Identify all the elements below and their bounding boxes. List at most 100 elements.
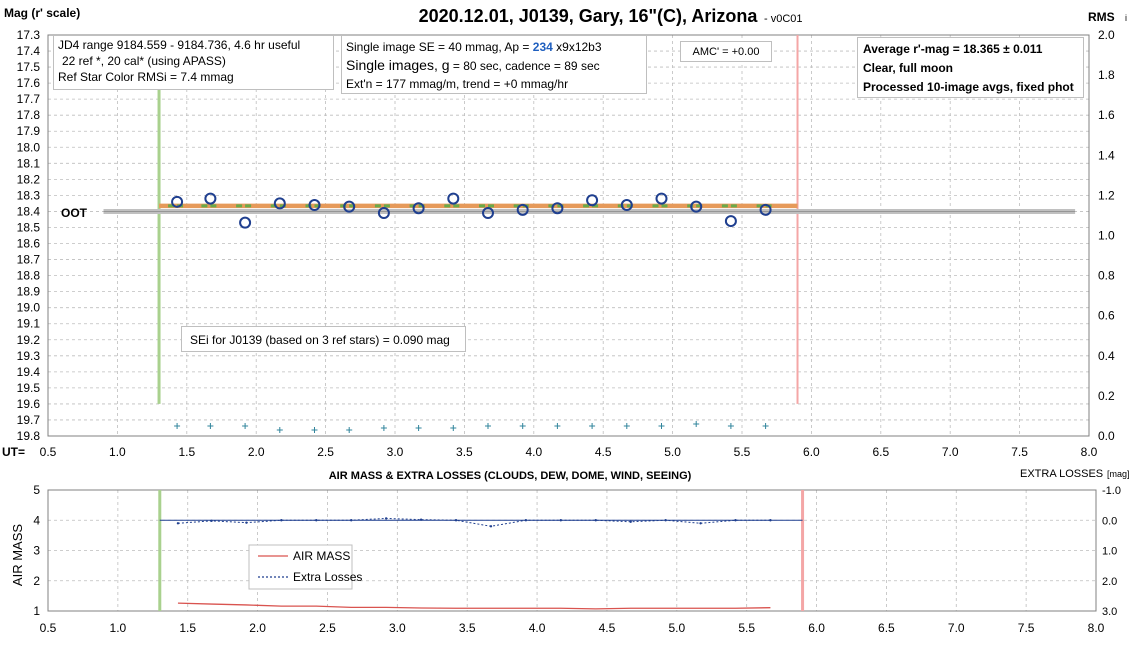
top-x-tick-label: 1.5 [178,445,195,459]
info-box-range: JD4 range 9184.559 - 9184.736, 4.6 hr us… [53,35,334,90]
bottom-y-left-label: AIR MASS [10,524,25,586]
top-chart-title: 2020.12.01, J0139, Gary, 16"(C), Arizona [419,6,759,26]
amc-value: AMC' = +0.00 [692,46,760,58]
bottom-x-tick-label: 1.5 [179,621,196,635]
bottom-x-tick-label: 6.5 [878,621,895,635]
average-mag-line: Average r'-mag = 18.365 ± 0.011 [863,40,1078,59]
bottom-y2-tick-label: 2.0 [1102,576,1117,588]
top-y2-tick-label: 0.4 [1098,349,1115,363]
top-x-tick-label: 2.0 [248,445,265,459]
amc-box: AMC' = +0.00 [680,41,772,62]
extra-losses-point [454,519,458,522]
bottom-y2-tick-label: 0.0 [1102,515,1117,527]
extra-losses-point [594,519,597,522]
legend-box [248,544,353,590]
top-x-tick-label: 3.5 [456,445,473,459]
rms-point [311,426,318,433]
data-point-mag [412,202,425,215]
sei-text: SEi for J0139 (based on 3 ref stars) = 0… [190,333,450,347]
gain-symbol: g [441,57,450,73]
extra-losses-point [176,522,180,525]
bottom-x-tick-label: 2.5 [319,621,336,635]
rms-point [727,422,734,429]
info-ref-line: 22 ref *, 20 cal* (using APASS) [62,54,226,68]
bottom-y2-tick-label: 3.0 [1102,606,1117,618]
top-y-tick-label: 18.0 [17,140,41,154]
top-y-tick-label: 19.4 [17,365,41,379]
rms-point [658,422,665,429]
top-y-tick-label: 19.0 [17,301,41,315]
average-mag-error: ± 0.011 [1003,42,1043,56]
rms-point [554,422,561,429]
top-y-tick-label: 19.7 [17,413,41,427]
bottom-chart-axes: 0.5 1.0 1.5 2.0 2.5 3.0 3.5 4.0 4.5 5.0 5.5 6.0 6.5 7… [33,483,1121,635]
top-y-tick-label: 18.7 [17,253,41,267]
top-y-tick-label: 19.8 [17,429,41,443]
bottom-y-tick-label: 2 [33,574,40,588]
extra-losses-point [524,519,528,522]
top-y-tick-label: 18.8 [17,269,41,283]
rms-point [207,422,214,429]
top-y-tick-label: 18.2 [17,172,41,186]
x-axis-prefix: UT= [2,445,25,459]
top-x-tick-label: 7.5 [1011,445,1028,459]
bottom-x-tick-label: 7.0 [948,621,965,635]
bottom-y-tick-label: 5 [33,483,40,497]
top-y-tick-label: 19.5 [17,381,41,395]
top-y-tick-label: 18.5 [17,220,41,234]
summary-box: Average r'-mag = 18.365 ± 0.011 Clear, f… [857,37,1084,98]
data-point-mag [690,200,703,213]
top-x-tick-label: 3.0 [387,445,404,459]
top-x-tick-label: 8.0 [1081,445,1098,459]
info-color-rms-line: Ref Star Color RMSi = 7.4 mmag [58,70,234,84]
top-y2-tick-label: 1.6 [1098,108,1115,122]
top-y-tick-label: 19.6 [17,397,41,411]
bottom-y2-tick-label: -1.0 [1102,485,1121,497]
top-x-tick-label: 0.5 [40,445,57,459]
top-y2-tick-label: 0.8 [1098,269,1115,283]
conditions-line: Clear, full moon [863,61,954,75]
extra-losses-point [734,519,737,522]
data-point-mag [759,203,772,216]
data-point-mag [481,207,494,220]
processing-line: Processed 10-image avgs, fixed phot [863,80,1074,94]
data-point-mag [273,197,286,210]
extra-losses-point [245,521,248,524]
single-images-line: Single images, g = 80 sec, cadence = 89 … [346,56,642,75]
data-point-mag [551,202,564,215]
oot-label: OOT [61,206,88,220]
top-y-tick-label: 18.1 [17,156,41,170]
rms-point [484,422,491,429]
bottom-x-tick-label: 3.0 [389,621,406,635]
single-image-se-line: Single image SE = 40 mmag, Ap = 234 x9x1… [346,38,642,56]
y-right-axis-label: RMS [1088,10,1115,24]
bottom-y-right-label: EXTRA LOSSES [1020,468,1103,480]
extra-losses-point [384,517,388,520]
rms-point [380,424,387,431]
bottom-x-tick-label: 4.0 [529,621,546,635]
bottom-x-tick-label: 5.5 [738,621,755,635]
rms-point [242,422,249,429]
bottom-x-tick-label: 7.5 [1018,621,1035,635]
cadence-text: = 80 sec, cadence = 89 sec [449,59,600,73]
bottom-plot-frame [47,489,1097,612]
rms-point [346,426,353,433]
bottom-x-tick-label: 6.0 [808,621,825,635]
legend-airmass-label: AIR MASS [293,549,350,563]
top-y-tick-label: 18.9 [17,285,41,299]
bottom-y-tick-label: 3 [33,544,40,558]
info-range-line: JD4 range 9184.559 - 9184.736, 4.6 hr us… [58,38,301,52]
top-y-tick-label: 19.3 [17,349,41,363]
extra-losses-point [315,519,318,522]
bottom-x-tick-label: 0.5 [40,621,57,635]
rms-point [276,426,283,433]
data-point-mag [724,215,737,228]
extra-losses-point [699,522,702,525]
extra-losses-point [559,519,563,522]
data-point-mag [516,203,529,216]
bottom-x-tick-label: 3.5 [459,621,476,635]
aperture-value: 234 [532,40,553,54]
top-y2-tick-label: 1.4 [1098,148,1115,162]
top-y-tick-label: 17.4 [17,44,41,58]
